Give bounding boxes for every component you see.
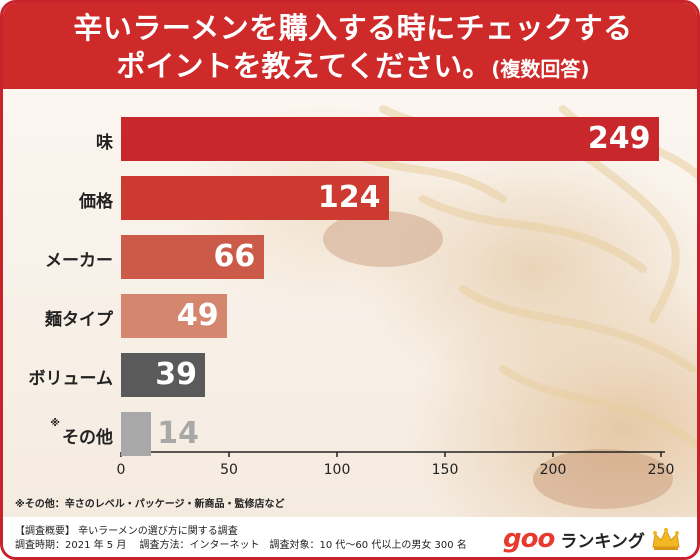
category-label: 麺タイプ	[9, 305, 113, 330]
title-line-2-main: ポイントを教えてください。	[116, 49, 492, 83]
title-line-2: ポイントを教えてください。(複数回答)	[3, 47, 697, 88]
bar-value-label: 39	[155, 357, 197, 392]
bar	[121, 235, 264, 279]
bar	[121, 412, 152, 456]
survey-line-1: 【調査概要】 辛いラーメンの選び方に関する調査	[15, 526, 238, 537]
x-tick-label: 50	[220, 462, 238, 478]
crown-icon	[652, 528, 680, 550]
bar-value-label: 14	[157, 416, 199, 451]
title-line-1: 辛いラーメンを購入する時にチェックする	[73, 11, 633, 45]
x-tick-label: 200	[539, 462, 567, 478]
goo-ranking-logo: goo ランキング	[503, 523, 681, 555]
footer: 【調査概要】 辛いラーメンの選び方に関する調査 調査時期：2021 年 5 月 …	[3, 517, 697, 557]
bar	[121, 117, 659, 161]
category-label: ※その他	[9, 418, 113, 448]
category-note-mark: ※	[50, 418, 60, 430]
title-line-2-suffix: (複数回答)	[491, 57, 590, 81]
bar-value-label: 124	[317, 180, 381, 215]
category-label-text: その他	[62, 428, 113, 448]
category-label-text: 味	[96, 133, 113, 153]
category-label-text: メーカー	[45, 251, 113, 271]
category-label: 味	[9, 128, 113, 153]
logo-goo-text: goo	[503, 524, 555, 554]
category-label-text: ボリューム	[28, 369, 114, 389]
category-label: ボリューム	[9, 364, 114, 389]
category-label-text: 麺タイプ	[45, 310, 113, 330]
category-label: 価格	[9, 187, 113, 212]
title-banner: 辛いラーメンを購入する時にチェックする ポイントを教えてください。(複数回答)	[3, 3, 697, 89]
survey-summary: 【調査概要】 辛いラーメンの選び方に関する調査 調査時期：2021 年 5 月 …	[15, 525, 467, 553]
x-tick-label: 150	[431, 462, 459, 478]
bar	[121, 176, 389, 220]
x-tick-label: 0	[116, 462, 126, 478]
x-tick-label: 100	[323, 462, 351, 478]
bar-value-label: 49	[176, 298, 219, 333]
category-label-text: 価格	[79, 192, 113, 212]
logo-ranking-text: ランキング	[560, 531, 645, 552]
footnote: ※その他：辛さのレベル・パッケージ・新商品・監修店など	[15, 499, 285, 510]
x-tick-label: 250	[647, 462, 675, 478]
survey-line-2: 調査時期：2021 年 5 月 調査方法：インターネット 調査対象：10 代～6…	[15, 540, 467, 551]
bar	[121, 353, 206, 397]
bar	[121, 294, 227, 338]
bar-value-label: 66	[213, 239, 256, 274]
category-label: メーカー	[9, 246, 113, 271]
bar-chart: 味 249 価格 124 メーカー 66 麺タイプ 49 ボリューム 39 ※その他 14 0 50 10…	[3, 89, 697, 509]
bar-value-label: 249	[587, 121, 651, 156]
